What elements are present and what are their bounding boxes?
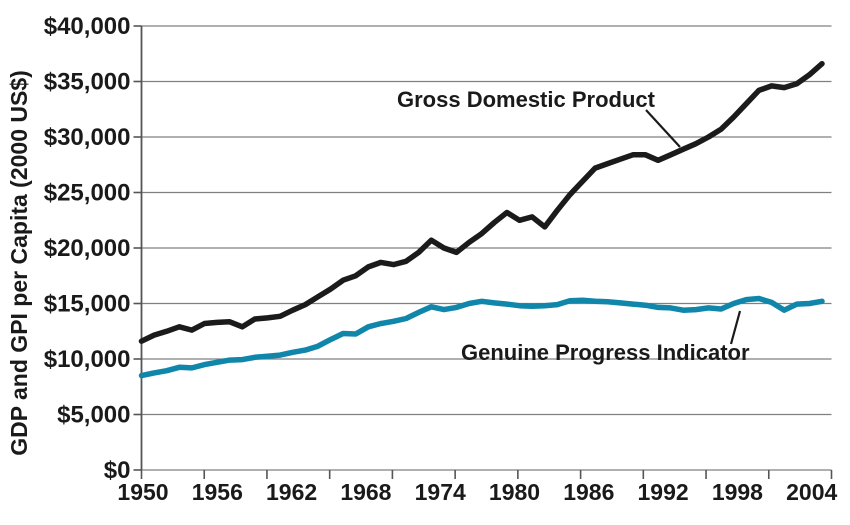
x-tick-label: 1956: [192, 479, 243, 505]
y-tick-label: $25,000: [44, 180, 131, 207]
x-tick-label: 1998: [712, 479, 763, 505]
gpi-line: [138, 295, 825, 379]
y-tick-label: $15,000: [44, 291, 131, 318]
y-tick-label: $10,000: [44, 346, 131, 373]
gdp-line: [138, 60, 825, 344]
x-tick-label: 1986: [563, 479, 614, 505]
x-tick-label: 2004: [786, 479, 837, 505]
y-tick-label: $0: [104, 457, 131, 484]
x-tick-label: 1992: [638, 479, 689, 505]
y-tick-label: $40,000: [44, 13, 131, 40]
y-tick-label: $30,000: [44, 124, 131, 151]
x-tick-label: 1950: [117, 479, 168, 505]
y-axis-title: GDP and GPI per Capita (2000 US$): [6, 70, 32, 456]
x-tick-label: 1968: [340, 479, 391, 505]
gdp-series-label: Gross Domestic Product: [397, 87, 656, 112]
y-tick-label: $5,000: [57, 402, 130, 429]
y-tick-label: $35,000: [44, 69, 131, 96]
gdp-leader-line: [645, 109, 681, 148]
x-tick-label: 1974: [415, 479, 466, 505]
x-tick-label: 1980: [489, 479, 540, 505]
gpi-leader-line: [729, 310, 742, 345]
y-tick-label: $20,000: [44, 235, 131, 262]
plot-area: $0 $5,000 $10,000 $15,000 $20,000 $25,000 $30,…: [44, 13, 838, 505]
gpi-series-label: Genuine Progress Indicator: [461, 340, 750, 365]
x-tick-label: 1962: [266, 479, 317, 505]
